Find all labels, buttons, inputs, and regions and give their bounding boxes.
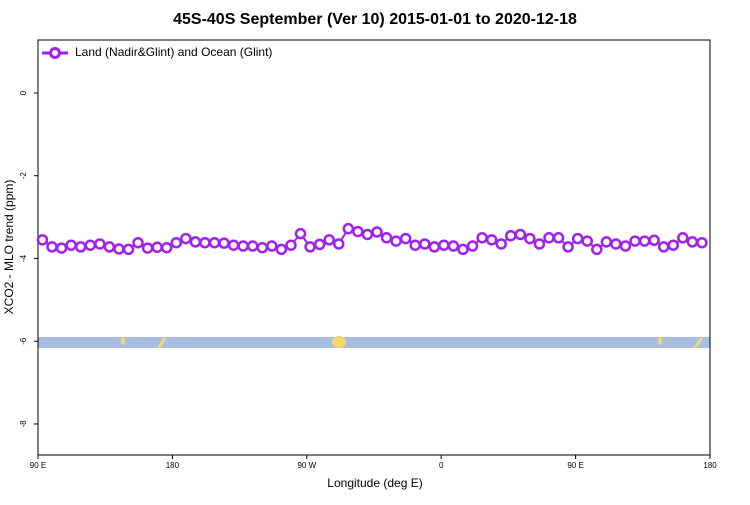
- data-point: [447, 240, 460, 252]
- data-point: [581, 235, 593, 247]
- data-point: [457, 243, 469, 256]
- data-point: [505, 229, 517, 242]
- y-tick-label: -8: [19, 420, 28, 428]
- data-point: [36, 234, 49, 246]
- data-point: [371, 226, 383, 238]
- data-point: [170, 236, 183, 249]
- data-point: [285, 239, 297, 251]
- data-point: [591, 243, 603, 256]
- data-point: [629, 235, 641, 247]
- data-point: [323, 234, 335, 246]
- plot-frame: [37, 39, 711, 456]
- x-tick-label: 90 E: [30, 461, 46, 470]
- data-point: [55, 242, 68, 254]
- data-point: [294, 227, 307, 240]
- data-point: [696, 236, 708, 249]
- data-point: [227, 239, 240, 251]
- data-point: [485, 234, 498, 246]
- data-point: [266, 240, 278, 252]
- data-point: [571, 232, 584, 245]
- data-point: [419, 238, 431, 250]
- data-point: [380, 232, 393, 244]
- data-point: [438, 239, 450, 251]
- data-point: [352, 225, 364, 238]
- data-point: [304, 241, 316, 253]
- data-point: [610, 238, 622, 250]
- data-point: [476, 232, 488, 244]
- data-point: [667, 239, 680, 251]
- data-point: [256, 241, 269, 254]
- data-point: [141, 242, 154, 254]
- data-point: [180, 232, 192, 245]
- data-point: [275, 243, 288, 256]
- data-point: [533, 238, 546, 250]
- data-point: [84, 239, 97, 251]
- data-point: [74, 241, 87, 253]
- data-point: [648, 234, 660, 247]
- data-point: [65, 239, 77, 251]
- data-point: [428, 241, 441, 253]
- data-point: [495, 238, 507, 250]
- data-point: [160, 241, 173, 254]
- x-tick-label: 0: [439, 461, 444, 470]
- x-axis-label: Longitude (deg E): [327, 476, 422, 490]
- map-strip: [38, 336, 710, 348]
- y-tick-label: 0: [19, 90, 28, 95]
- data-point: [94, 238, 106, 250]
- data-point: [132, 236, 144, 249]
- data-point: [657, 241, 670, 253]
- data-point: [543, 232, 555, 244]
- data-point: [342, 222, 355, 235]
- y-tick-label: -2: [19, 172, 28, 180]
- data-point: [313, 238, 326, 251]
- data-point: [333, 238, 345, 250]
- x-tick-label: 90 W: [297, 461, 316, 470]
- data-point: [524, 232, 536, 245]
- data-point: [552, 232, 565, 244]
- data-point: [103, 241, 116, 253]
- data-point: [514, 228, 527, 241]
- data-point: [562, 241, 574, 253]
- data-point: [619, 240, 632, 252]
- chart-title: 45S-40S September (Ver 10) 2015-01-01 to…: [173, 11, 577, 28]
- y-tick-label: -4: [19, 254, 28, 262]
- legend-label: Land (Nadir&Glint) and Ocean (Glint): [75, 45, 272, 59]
- data-point: [600, 236, 613, 248]
- x-tick-label: 180: [703, 461, 717, 470]
- data-point: [46, 241, 58, 253]
- data-point: [399, 232, 412, 245]
- y-tick-label: -6: [19, 337, 28, 345]
- data-point: [390, 235, 402, 247]
- data-point: [466, 240, 479, 252]
- data-point: [361, 228, 374, 241]
- data-point: [677, 232, 689, 244]
- x-tick-label: 180: [166, 461, 180, 470]
- data-point: [686, 236, 699, 248]
- data-point: [122, 243, 135, 256]
- data-point: [208, 236, 221, 249]
- data-point: [237, 240, 249, 252]
- data-point: [189, 236, 202, 248]
- data-point: [246, 240, 259, 252]
- data-point: [218, 237, 230, 249]
- data-point: [113, 243, 125, 255]
- legend-marker: [49, 47, 61, 59]
- data-point: [409, 239, 421, 251]
- x-tick-label: 90 E: [567, 461, 583, 470]
- data-point: [199, 236, 211, 249]
- data-point: [638, 235, 651, 247]
- y-axis-label: XCO2 - MLO trend (ppm): [2, 180, 16, 315]
- data-point: [151, 241, 163, 254]
